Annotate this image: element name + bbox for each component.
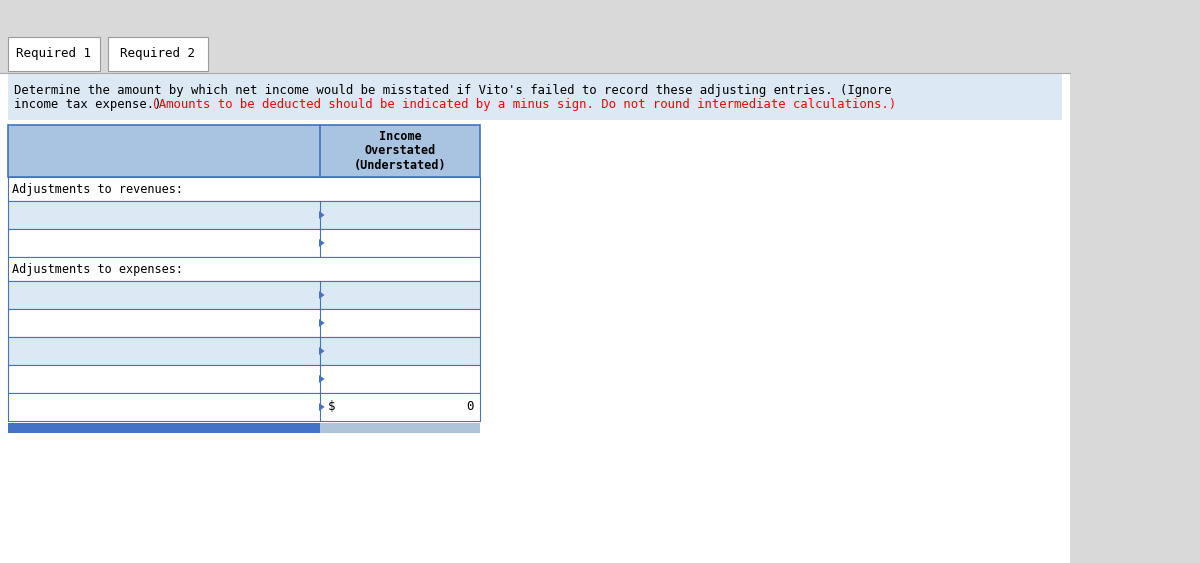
Bar xyxy=(8,74,1062,120)
Bar xyxy=(8,365,480,393)
Polygon shape xyxy=(319,347,324,355)
Bar xyxy=(0,33,1070,563)
Text: $: $ xyxy=(328,400,336,413)
Bar xyxy=(8,281,480,309)
Text: Required 1: Required 1 xyxy=(17,47,91,60)
Text: 0: 0 xyxy=(467,400,474,413)
Polygon shape xyxy=(319,375,324,383)
Bar xyxy=(8,337,480,365)
Polygon shape xyxy=(319,319,324,327)
Polygon shape xyxy=(319,403,324,411)
Bar xyxy=(8,177,480,201)
Bar xyxy=(8,309,480,337)
Bar xyxy=(8,37,100,71)
Text: (Amounts to be deducted should be indicated by a minus sign. Do not round interm: (Amounts to be deducted should be indica… xyxy=(144,98,896,111)
Bar xyxy=(320,423,480,433)
Bar xyxy=(0,33,1070,73)
Bar xyxy=(8,393,480,421)
Bar xyxy=(8,201,480,229)
Bar xyxy=(108,37,208,71)
Bar xyxy=(8,257,480,281)
Text: Required 2: Required 2 xyxy=(120,47,196,60)
Text: Income
Overstated
(Understated): Income Overstated (Understated) xyxy=(354,129,446,172)
Text: Adjustments to expenses:: Adjustments to expenses: xyxy=(12,262,182,275)
Bar xyxy=(8,229,480,257)
Polygon shape xyxy=(319,291,324,299)
Bar xyxy=(8,125,480,177)
Polygon shape xyxy=(319,239,324,247)
Text: income tax expense.): income tax expense.) xyxy=(14,98,162,111)
Bar xyxy=(8,423,320,433)
Text: Determine the amount by which net income would be misstated if Vito's failed to : Determine the amount by which net income… xyxy=(14,84,892,97)
Text: Adjustments to revenues:: Adjustments to revenues: xyxy=(12,182,182,195)
Bar xyxy=(0,0,1200,33)
Polygon shape xyxy=(319,211,324,219)
